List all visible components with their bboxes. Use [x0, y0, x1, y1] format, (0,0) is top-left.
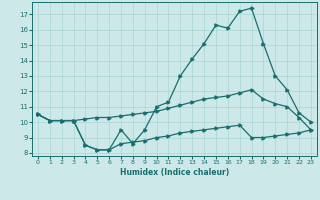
X-axis label: Humidex (Indice chaleur): Humidex (Indice chaleur): [120, 168, 229, 177]
